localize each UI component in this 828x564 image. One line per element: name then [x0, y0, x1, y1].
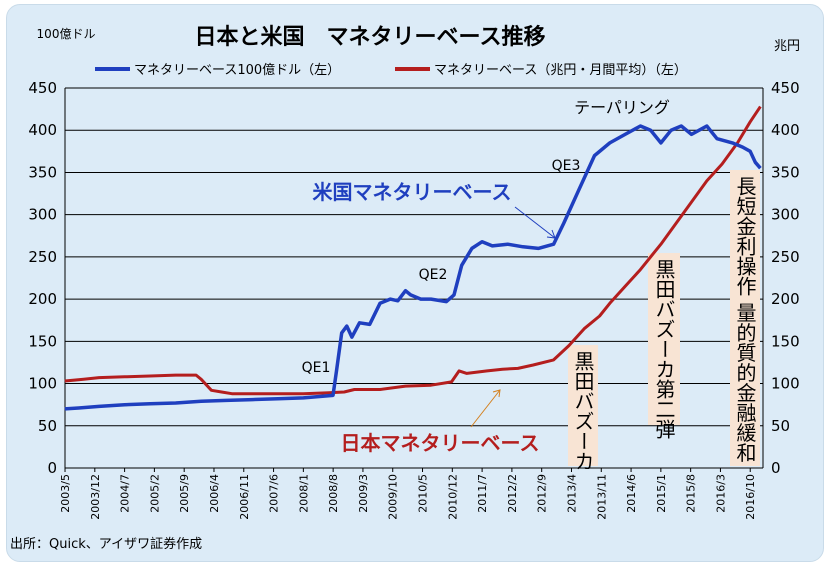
left-axis-unit: 100億ドル [37, 27, 96, 41]
y-left-tick-label: 250 [28, 248, 57, 266]
x-tick-label: 2016/3 [714, 474, 727, 513]
x-tick-label: 2015/1 [655, 474, 668, 513]
y-right-tick-label: 450 [771, 79, 800, 97]
policy-box [730, 170, 760, 466]
us-callout-arrowhead [546, 229, 556, 239]
y-right-tick-label: 150 [771, 332, 800, 350]
qe2-label: QE2 [419, 267, 448, 283]
y-left-tick-label: 400 [28, 121, 57, 139]
bazooka2-box [648, 253, 680, 425]
qe1-label: QE1 [302, 360, 331, 376]
x-tick-label: 2010/12 [446, 474, 459, 520]
legend: マネタリーベース100億ドル（左） マネタリーベース（兆円・月間平均）（左） [95, 62, 687, 78]
x-tick-label: 2013/11 [595, 474, 608, 520]
y-left-tick-label: 300 [28, 206, 57, 224]
chart-panel [6, 4, 824, 562]
x-tick-label: 2010/5 [417, 474, 430, 513]
y-right-tick-label: 250 [771, 248, 800, 266]
left-axis-ticks: 0 50 100 150 200 250 300 350 400 450 [28, 79, 57, 477]
x-tick-label: 2008/1 [297, 474, 310, 513]
policy-label: 長短金利操作 量的質的金融緩和 [733, 176, 757, 462]
x-tick-label: 2003/5 [59, 474, 72, 513]
x-tick-label: 2004/7 [119, 474, 132, 513]
annotations: QE1 QE2 QE3 テーパリング 米国マネタリーベース 日本マネタリーベース… [302, 98, 757, 471]
legend-label-us: マネタリーベース100億ドル（左） [134, 62, 340, 78]
jp-series-callout: 日本マネタリーベース [341, 431, 540, 455]
x-tick-label: 2003/12 [89, 474, 102, 520]
x-tick-label: 2005/9 [178, 474, 191, 513]
x-tick-label: 2007/6 [268, 474, 281, 513]
series-line-us [64, 124, 762, 411]
x-tick-label: 2013/4 [565, 474, 578, 513]
legend-label-jp: マネタリーベース（兆円・月間平均）（左） [434, 63, 687, 78]
jp-callout-arrow [470, 389, 501, 428]
bazooka2-label: 黒田バズーカ第二弾 [652, 259, 676, 439]
x-tick-label: 2015/8 [685, 474, 698, 513]
x-tick-label: 2006/11 [238, 474, 251, 520]
y-right-tick-label: 400 [771, 121, 800, 139]
x-tick-label: 2014/6 [625, 474, 638, 513]
us-callout-arrow [514, 206, 556, 239]
series-lines [64, 105, 762, 411]
x-tick-label: 2006/4 [208, 474, 221, 513]
source-note: 出所：Quick、アイザワ証券作成 [10, 536, 202, 552]
grid [64, 87, 764, 469]
y-left-tick-label: 50 [38, 417, 57, 435]
y-left-tick-label: 0 [47, 459, 57, 477]
y-left-tick-label: 350 [28, 163, 57, 181]
chart-title: 日本と米国 マネタリーベース推移 [195, 24, 546, 50]
tapering-label: テーパリング [574, 98, 670, 117]
y-right-tick-label: 50 [771, 417, 790, 435]
y-left-tick-label: 200 [28, 290, 57, 308]
callout-boxes [568, 170, 760, 466]
jp-callout-arrowhead [492, 389, 501, 398]
bazooka1-label: 黒田バズーカ [571, 351, 595, 471]
y-left-tick-label: 150 [28, 332, 57, 350]
y-left-tick-label: 100 [28, 375, 57, 393]
y-right-tick-label: 350 [771, 163, 800, 181]
x-tick-label: 2009/3 [357, 474, 370, 513]
series-line-jp [64, 105, 762, 396]
us-series-callout: 米国マネタリーベース [313, 180, 512, 204]
x-tick-label: 2016/10 [744, 474, 757, 520]
x-tick-label: 2008/8 [327, 474, 340, 513]
y-right-tick-label: 300 [771, 206, 800, 224]
x-tick-label: 2011/7 [476, 474, 489, 513]
y-right-tick-label: 100 [771, 375, 800, 393]
bazooka1-box [568, 345, 598, 466]
x-tick-label: 2012/9 [536, 474, 549, 513]
right-axis-ticks: 0 50 100 150 200 250 300 350 400 450 [771, 79, 800, 477]
x-tick-label: 2005/2 [148, 474, 161, 513]
y-right-tick-label: 0 [771, 459, 781, 477]
qe3-label: QE3 [552, 158, 581, 174]
y-right-tick-label: 200 [771, 290, 800, 308]
x-tick-label: 2009/10 [387, 474, 400, 520]
y-left-tick-label: 450 [28, 79, 57, 97]
right-axis-unit: 兆円 [774, 39, 800, 54]
x-axis-ticks: 2003/5 2003/12 2004/7 2005/2 2005/9 2006/4 200… [59, 468, 757, 520]
x-tick-label: 2012/2 [506, 474, 519, 513]
